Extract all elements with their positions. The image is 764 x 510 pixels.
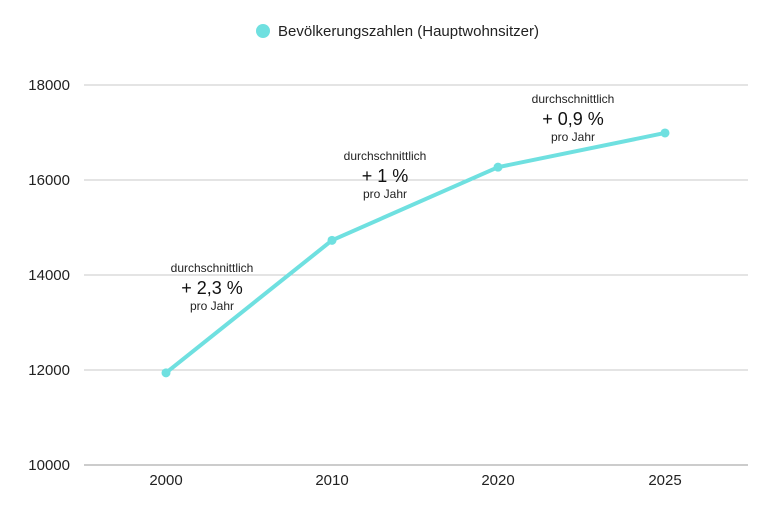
legend: Bevölkerungszahlen (Hauptwohnsitzer) bbox=[256, 23, 539, 40]
data-point bbox=[327, 235, 337, 245]
y-tick-label: 18000 bbox=[28, 77, 70, 94]
x-tick-label: 2020 bbox=[481, 472, 514, 489]
data-point bbox=[161, 368, 171, 378]
y-tick-label: 14000 bbox=[28, 267, 70, 284]
x-axis-tick-labels: 2000 2010 2020 2025 bbox=[149, 472, 681, 489]
annotation-label-top: durchschnittlich bbox=[532, 92, 615, 106]
annotation-label-top: durchschnittlich bbox=[344, 149, 427, 163]
y-tick-label: 16000 bbox=[28, 172, 70, 189]
y-axis-tick-labels: 10000 12000 14000 16000 18000 bbox=[28, 77, 70, 474]
x-tick-label: 2025 bbox=[648, 472, 681, 489]
growth-annotation: durchschnittlich + 0,9 %pro Jahr bbox=[532, 92, 615, 144]
gridlines bbox=[84, 84, 748, 466]
annotation-rate: + 1 % bbox=[362, 166, 409, 186]
annotation-label-bottom: pro Jahr bbox=[190, 299, 234, 313]
x-tick-label: 2010 bbox=[315, 472, 348, 489]
series-line-group bbox=[161, 128, 670, 378]
growth-annotations: durchschnittlich+ 2,3 %pro Jahrdurchschn… bbox=[171, 92, 615, 313]
annotation-label-bottom: pro Jahr bbox=[551, 130, 595, 144]
data-point bbox=[493, 162, 503, 172]
x-tick-label: 2000 bbox=[149, 472, 182, 489]
annotation-label-bottom: pro Jahr bbox=[363, 187, 407, 201]
data-point bbox=[660, 128, 670, 138]
legend-label: Bevölkerungszahlen (Hauptwohnsitzer) bbox=[278, 23, 539, 40]
y-tick-label: 12000 bbox=[28, 362, 70, 379]
growth-annotation: durchschnittlich + 2,3 %pro Jahr bbox=[171, 261, 254, 313]
annotation-rate: + 0,9 % bbox=[542, 109, 604, 129]
legend-swatch bbox=[256, 24, 270, 38]
series-line bbox=[164, 130, 667, 375]
y-tick-label: 10000 bbox=[28, 457, 70, 474]
annotation-rate: + 2,3 % bbox=[181, 278, 243, 298]
growth-annotation: durchschnittlich + 1 %pro Jahr bbox=[344, 149, 427, 201]
annotation-label-top: durchschnittlich bbox=[171, 261, 254, 275]
